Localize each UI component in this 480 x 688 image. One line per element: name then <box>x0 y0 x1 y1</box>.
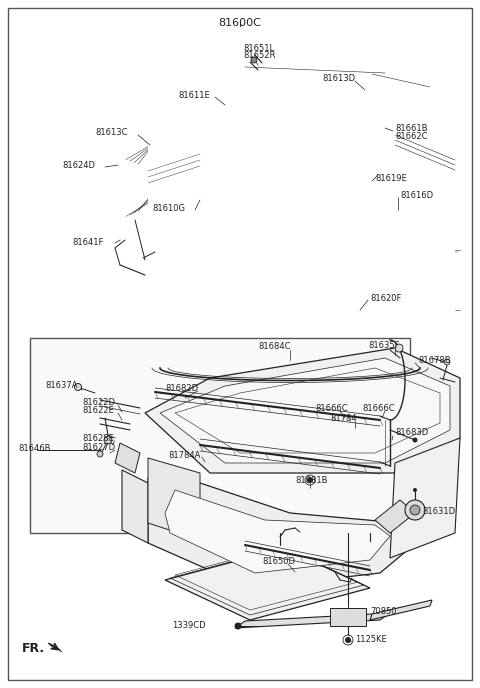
Text: 81600C: 81600C <box>218 18 262 28</box>
Text: 81613D: 81613D <box>322 74 355 83</box>
Circle shape <box>345 637 351 643</box>
Text: 81678B: 81678B <box>418 356 451 365</box>
Text: 81683D: 81683D <box>395 427 428 436</box>
Polygon shape <box>122 470 148 543</box>
Circle shape <box>410 505 420 515</box>
Text: 81684C: 81684C <box>258 341 290 350</box>
Polygon shape <box>390 438 460 558</box>
Circle shape <box>235 623 241 630</box>
Bar <box>30 338 410 533</box>
Text: 1339CD: 1339CD <box>172 621 205 630</box>
Text: 81662C: 81662C <box>395 131 428 140</box>
Text: 81635F: 81635F <box>368 341 399 350</box>
Text: 1125KE: 1125KE <box>355 636 387 645</box>
Polygon shape <box>375 500 415 533</box>
Text: 81784: 81784 <box>330 413 357 422</box>
Text: 81637A: 81637A <box>45 380 77 389</box>
Polygon shape <box>165 490 390 573</box>
Circle shape <box>405 500 425 520</box>
Bar <box>330 608 366 626</box>
Text: 81651L: 81651L <box>243 43 274 52</box>
Polygon shape <box>370 600 432 620</box>
Text: 81641F: 81641F <box>72 237 103 246</box>
Text: 81622E: 81622E <box>82 405 114 414</box>
Circle shape <box>412 438 418 442</box>
Text: 81622D: 81622D <box>82 398 115 407</box>
Circle shape <box>97 451 103 457</box>
Text: 81666C: 81666C <box>362 403 395 413</box>
Text: 70850: 70850 <box>370 608 396 616</box>
Polygon shape <box>115 443 140 473</box>
Polygon shape <box>148 478 410 588</box>
Polygon shape <box>235 613 390 628</box>
Polygon shape <box>48 643 62 652</box>
Circle shape <box>395 344 403 352</box>
Circle shape <box>104 436 112 444</box>
Text: 81646B: 81646B <box>18 444 50 453</box>
Polygon shape <box>145 348 460 473</box>
Text: 81784A: 81784A <box>168 451 200 460</box>
Text: 81619E: 81619E <box>375 173 407 182</box>
Text: 81610G: 81610G <box>152 204 185 213</box>
Text: 81627D: 81627D <box>82 442 115 451</box>
Circle shape <box>251 57 257 63</box>
Circle shape <box>307 477 313 483</box>
Text: 81613C: 81613C <box>95 127 128 136</box>
Text: 81620F: 81620F <box>370 294 401 303</box>
Text: 81628E: 81628E <box>82 433 114 442</box>
Text: 81616D: 81616D <box>400 191 433 200</box>
Circle shape <box>413 488 417 492</box>
Text: 81661B: 81661B <box>395 124 428 133</box>
Text: 81652R: 81652R <box>243 50 276 59</box>
Text: 81631D: 81631D <box>422 508 455 517</box>
Text: 81611E: 81611E <box>178 91 210 100</box>
Polygon shape <box>148 458 200 540</box>
Text: 81666C: 81666C <box>315 403 348 413</box>
Text: 81681B: 81681B <box>295 475 327 484</box>
Circle shape <box>74 383 82 391</box>
Polygon shape <box>160 358 450 463</box>
Text: 81624D: 81624D <box>62 160 95 169</box>
Text: 81682D: 81682D <box>165 383 198 392</box>
Text: 81650D: 81650D <box>262 557 295 566</box>
Polygon shape <box>165 548 370 620</box>
Text: FR.: FR. <box>22 641 45 654</box>
Circle shape <box>444 359 450 365</box>
